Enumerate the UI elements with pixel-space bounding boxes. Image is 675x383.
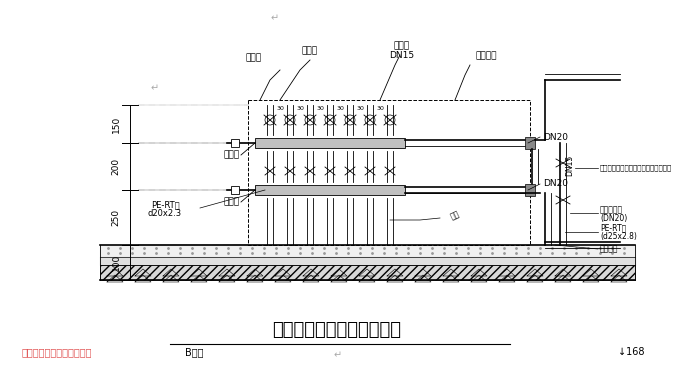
Text: DN15: DN15 [565,154,574,176]
Text: ↵: ↵ [334,350,342,360]
Text: ↵: ↵ [151,83,159,93]
Text: 100: 100 [111,254,121,271]
Text: 150: 150 [111,115,121,133]
Text: PE-RT管: PE-RT管 [600,224,626,232]
Text: 分水器: 分水器 [302,46,318,55]
Bar [231,186,239,194]
Text: 排气阀: 排气阀 [224,151,240,159]
Text: 室内地坪: 室内地坪 [600,244,618,254]
Text: DN20: DN20 [543,180,568,188]
Text: 250: 250 [111,209,121,226]
Text: DN20: DN20 [543,133,568,141]
Text: (d25x2.8): (d25x2.8) [600,231,637,241]
Text: 30: 30 [276,105,284,111]
Text: 舜杰建设（集团）有限公司: 舜杰建设（集团）有限公司 [22,347,92,357]
Text: d20x2.3: d20x2.3 [148,210,182,218]
Text: ↵: ↵ [271,13,279,23]
Bar [525,137,535,149]
Bar [255,138,405,148]
Text: 逆水管: 逆水管 [394,41,410,50]
Text: 30: 30 [336,105,344,111]
Bar [255,185,405,195]
Bar [525,184,535,196]
Text: DN15: DN15 [389,51,414,60]
Text: B标段: B标段 [185,347,203,357]
Text: 30: 30 [296,105,304,111]
Text: 过滤球阀: 过滤球阀 [475,51,497,60]
Text: ↓168: ↓168 [618,347,645,357]
Text: 30: 30 [356,105,364,111]
Text: 200: 200 [111,158,121,175]
Text: 排气阀: 排气阀 [224,198,240,206]
Bar [248,100,530,245]
Bar [100,265,635,280]
Text: 铜象衬钢管: 铜象衬钢管 [600,206,623,214]
Text: PE-RT管: PE-RT管 [151,200,180,210]
Text: 30: 30 [376,105,384,111]
Text: (DN20): (DN20) [600,213,627,223]
Text: 弹钢: 弹钢 [449,209,461,221]
Text: 30: 30 [316,105,324,111]
Text: 平层地暖分集水器安装大样: 平层地暖分集水器安装大样 [273,321,402,339]
Text: 集水器: 集水器 [246,53,262,62]
Text: 手轮关闭，蓄能水箱到打开排气阀等。: 手轮关闭，蓄能水箱到打开排气阀等。 [600,165,672,171]
Bar [231,139,239,147]
